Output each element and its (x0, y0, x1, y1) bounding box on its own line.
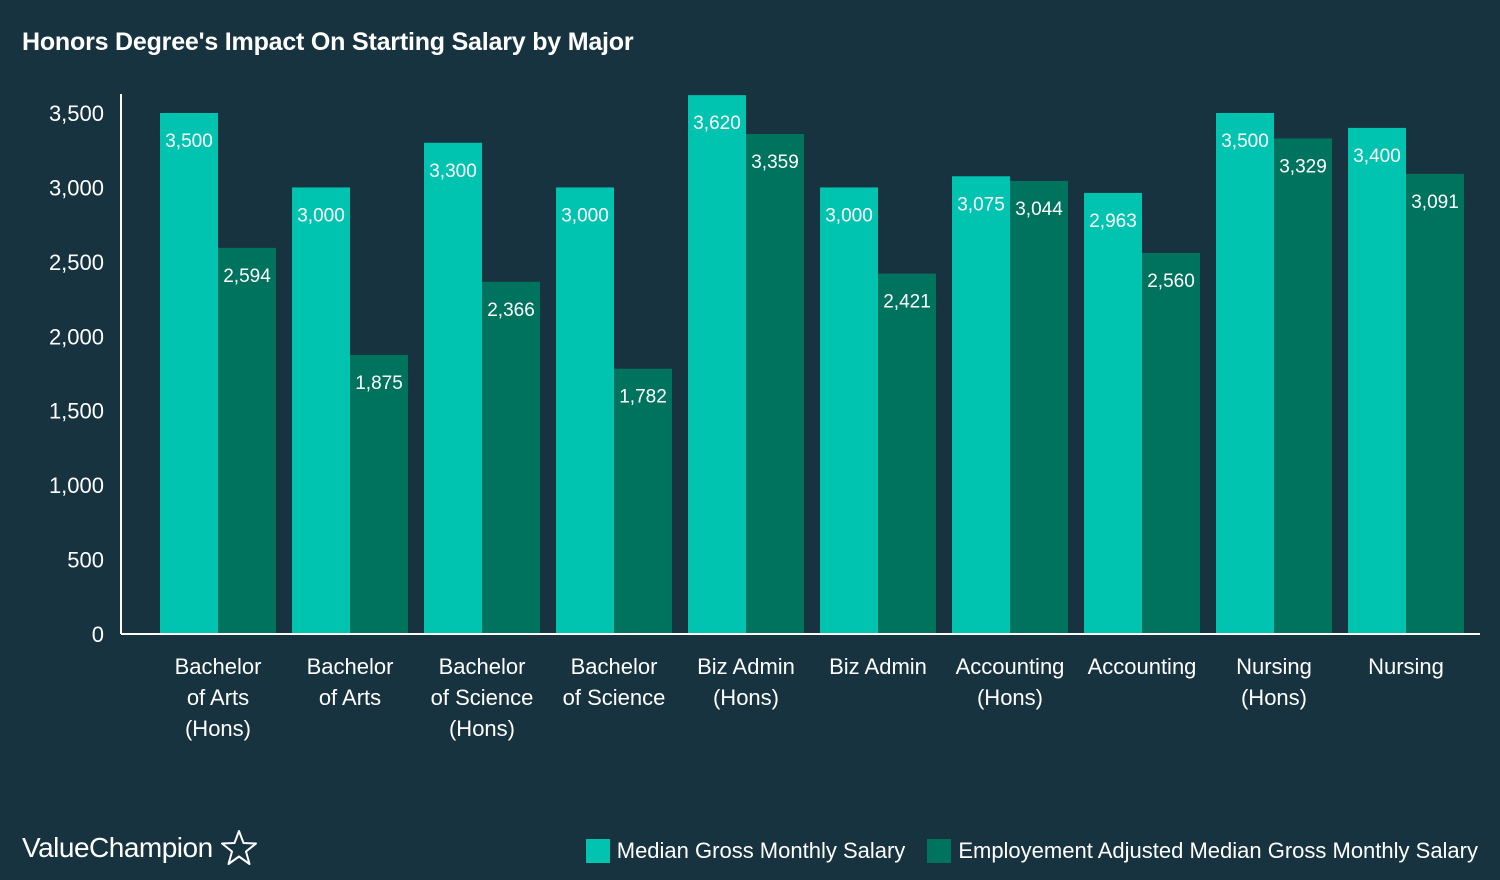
data-label-adjusted-2: 2,366 (487, 300, 535, 321)
x-tick-label-2-line-2: (Hons) (449, 716, 515, 741)
data-label-adjusted-6: 3,044 (1015, 199, 1063, 220)
x-tick-label-4-line-0: Biz Admin (697, 654, 795, 679)
legend-label-adjusted: Employement Adjusted Median Gross Monthl… (958, 838, 1478, 863)
data-label-median-3: 3,000 (561, 205, 609, 226)
brand-logo: ValueChampion (22, 828, 259, 868)
bar-adjusted-2 (482, 281, 540, 634)
y-tick-label-500: 500 (67, 548, 104, 573)
data-label-median-2: 3,300 (429, 161, 477, 182)
legend-label-median: Median Gross Monthly Salary (616, 838, 906, 863)
y-tick-label-2000: 2,000 (49, 324, 104, 349)
legend-item-median: Median Gross Monthly Salary (585, 838, 906, 864)
star-outline-icon (220, 830, 257, 865)
x-tick-label-2-line-0: Bachelor (439, 654, 526, 679)
bar-adjusted-0 (218, 247, 276, 635)
brand-name: ValueChampion (22, 832, 213, 863)
bar-chart: 3,500 2,594 3,000 1,875 3,300 2,366 3,000 1,782… (49, 94, 1480, 741)
bar-median-5 (820, 187, 878, 634)
data-label-adjusted-1: 1,875 (355, 373, 403, 394)
bar-adjusted-7 (1142, 252, 1200, 634)
legend: Median Gross Monthly Salary Employement … (564, 838, 1478, 864)
data-label-median-4: 3,620 (693, 113, 741, 134)
x-tick-label-1-line-1: of Arts (319, 685, 381, 710)
bar-adjusted-1 (350, 354, 408, 634)
bar-median-7 (1084, 192, 1142, 634)
data-label-median-9: 3,400 (1353, 146, 1401, 167)
bar-median-2 (424, 142, 482, 634)
x-tick-label-0-line-1: of Arts (187, 685, 249, 710)
x-tick-label-7-line-0: Accounting (1088, 654, 1197, 679)
x-tick-label-5-line-0: Biz Admin (829, 654, 927, 679)
bar-median-3 (556, 187, 614, 634)
data-label-adjusted-9: 3,091 (1411, 192, 1459, 213)
bar-median-4 (688, 95, 746, 634)
data-label-adjusted-3: 1,782 (619, 387, 667, 408)
data-label-adjusted-8: 3,329 (1279, 156, 1327, 177)
data-label-adjusted-7: 2,560 (1147, 271, 1195, 292)
bar-adjusted-9 (1406, 173, 1464, 634)
legend-swatch-adjusted (927, 839, 952, 863)
data-label-adjusted-0: 2,594 (223, 266, 271, 287)
y-tick-label-1000: 1,000 (49, 473, 104, 498)
x-tick-label-3-line-0: Bachelor (571, 654, 658, 679)
x-tick-label-8-line-0: Nursing (1236, 654, 1312, 679)
x-tick-label-0-line-2: (Hons) (185, 716, 251, 741)
y-tick-label-1500: 1,500 (49, 399, 104, 424)
y-tick-label-3500: 3,500 (49, 101, 104, 126)
y-tick-label-3000: 3,000 (49, 175, 104, 200)
x-tick-label-8-line-1: (Hons) (1241, 685, 1307, 710)
bar-adjusted-3 (614, 368, 672, 634)
x-tick-label-0-line-0: Bachelor (175, 654, 262, 679)
chart-title: Honors Degree's Impact On Starting Salar… (22, 28, 634, 56)
bar-adjusted-4 (746, 133, 804, 634)
bar-median-6 (952, 176, 1010, 634)
y-tick-label-0: 0 (92, 622, 104, 647)
legend-item-adjusted: Employement Adjusted Median Gross Monthl… (927, 838, 1478, 864)
bar-adjusted-5 (878, 273, 936, 634)
y-tick-label-2500: 2,500 (49, 250, 104, 275)
data-label-median-6: 3,075 (957, 194, 1005, 215)
data-label-median-0: 3,500 (165, 131, 213, 152)
bar-adjusted-8 (1274, 138, 1332, 634)
data-label-median-8: 3,500 (1221, 131, 1269, 152)
bar-median-8 (1216, 113, 1274, 634)
bar-median-1 (292, 187, 350, 634)
x-tick-label-2-line-1: of Science (431, 685, 534, 710)
data-label-median-1: 3,000 (297, 205, 345, 226)
x-tick-label-3-line-1: of Science (563, 685, 666, 710)
data-label-adjusted-4: 3,359 (751, 152, 799, 173)
x-tick-label-6-line-0: Accounting (956, 654, 1065, 679)
bar-median-9 (1348, 127, 1406, 634)
x-tick-label-9-line-0: Nursing (1368, 654, 1444, 679)
bar-adjusted-6 (1010, 180, 1068, 635)
data-label-adjusted-5: 2,421 (883, 292, 931, 313)
data-label-median-5: 3,000 (825, 205, 873, 226)
bar-median-0 (160, 113, 218, 634)
x-tick-label-6-line-1: (Hons) (977, 685, 1043, 710)
legend-swatch-median (585, 839, 610, 863)
x-tick-label-4-line-1: (Hons) (713, 685, 779, 710)
data-label-median-7: 2,963 (1089, 211, 1137, 232)
x-tick-label-1-line-0: Bachelor (307, 654, 394, 679)
